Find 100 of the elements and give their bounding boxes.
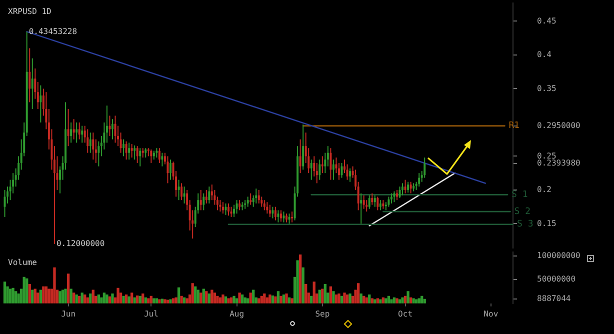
- bar: [130, 292, 134, 304]
- annotation: 0.43453228: [28, 26, 78, 36]
- candlestick: [238, 200, 241, 211]
- candlestick: [330, 148, 332, 180]
- candlestick: [349, 168, 352, 182]
- y-tick-label: 0.2950000: [537, 120, 581, 130]
- bar: [116, 288, 120, 304]
- bar: [28, 284, 31, 304]
- x-tick-label: Aug: [230, 309, 244, 318]
- candlestick: [81, 125, 84, 144]
- x-tick-label: Nov: [484, 309, 498, 318]
- candlestick: [4, 189, 6, 218]
- series-label: S 1: [511, 190, 528, 200]
- bar: [227, 298, 230, 304]
- bar: [75, 294, 78, 304]
- bar: [72, 292, 76, 304]
- bar: [164, 299, 166, 304]
- candlestick: [70, 122, 72, 144]
- bar: [48, 288, 50, 304]
- bar: [296, 260, 299, 304]
- bar: [111, 294, 114, 304]
- bar: [213, 292, 216, 304]
- candlestick: [156, 148, 158, 158]
- bar: [158, 299, 161, 304]
- bar: [356, 283, 360, 304]
- candlestick: [31, 58, 34, 110]
- candlestick: [169, 159, 172, 180]
- bar: [61, 290, 64, 304]
- candlestick: [302, 124, 304, 170]
- bar: [14, 291, 18, 304]
- candlestick: [368, 194, 370, 210]
- candlestick: [424, 157, 426, 178]
- bar: [280, 296, 282, 304]
- candlestick: [332, 159, 334, 180]
- bar: [360, 294, 362, 304]
- candlestick: [404, 179, 406, 194]
- y-tick-label: 0.2: [537, 185, 552, 194]
- candlestick: [136, 146, 138, 164]
- candlestick: [410, 181, 412, 194]
- bar: [312, 282, 316, 304]
- candlestick: [340, 162, 343, 178]
- candlestick: [40, 84, 42, 123]
- candlestick: [233, 204, 236, 218]
- bar: [263, 294, 266, 304]
- bar: [304, 284, 308, 304]
- series-label: R1: [508, 121, 520, 132]
- candlestick: [78, 122, 80, 140]
- y-tick-label: 0.15: [537, 218, 556, 228]
- candlestick: [310, 159, 312, 180]
- bar: [70, 288, 72, 304]
- candlestick: [180, 182, 183, 201]
- bar: [128, 296, 130, 304]
- candlestick: [346, 164, 348, 180]
- candlestick: [92, 132, 94, 160]
- candlestick: [111, 118, 114, 140]
- candlestick: [208, 186, 210, 204]
- y-tick-label: 0.45: [537, 16, 556, 26]
- candlestick: [200, 189, 202, 211]
- text: XRPUSD 1D: [8, 7, 52, 16]
- candlestick: [299, 138, 302, 174]
- bar: [302, 267, 304, 304]
- candlestick: [114, 115, 116, 144]
- candlestick: [125, 140, 128, 160]
- bar: [12, 288, 14, 304]
- bar: [174, 297, 178, 304]
- bar: [89, 294, 92, 304]
- bar: [208, 294, 210, 304]
- candlestick: [407, 181, 410, 194]
- bar: [92, 290, 94, 304]
- bar: [122, 296, 125, 304]
- candlestick: [166, 156, 169, 184]
- candlestick: [362, 194, 365, 210]
- bar: [66, 274, 70, 304]
- candlestick: [390, 192, 392, 204]
- candlestick: [282, 211, 285, 223]
- y-tick-label: 0.35: [537, 84, 556, 93]
- candlestick: [255, 188, 258, 204]
- bar: [210, 290, 214, 304]
- bar: [205, 291, 208, 304]
- x-tick-label: Oct: [398, 309, 413, 318]
- candlestick: [86, 128, 89, 154]
- candlestick: [321, 156, 324, 174]
- candlestick: [360, 192, 362, 224]
- candlestick: [161, 152, 164, 167]
- bar: [44, 286, 48, 304]
- bar: [8, 288, 12, 304]
- candlestick: [122, 138, 125, 157]
- candlestick: [72, 118, 75, 140]
- bar: [268, 294, 272, 304]
- candlestick: [388, 196, 390, 208]
- bar: [244, 297, 246, 304]
- candlestick: [76, 122, 78, 144]
- bar: [26, 278, 28, 304]
- candlestick: [158, 148, 160, 164]
- candlestick: [379, 200, 382, 211]
- bar: [318, 290, 321, 304]
- x-tick-label: Jun: [61, 309, 76, 318]
- y-tick-label: 0.25: [537, 151, 556, 160]
- bar: [177, 287, 180, 304]
- bar: [58, 291, 62, 304]
